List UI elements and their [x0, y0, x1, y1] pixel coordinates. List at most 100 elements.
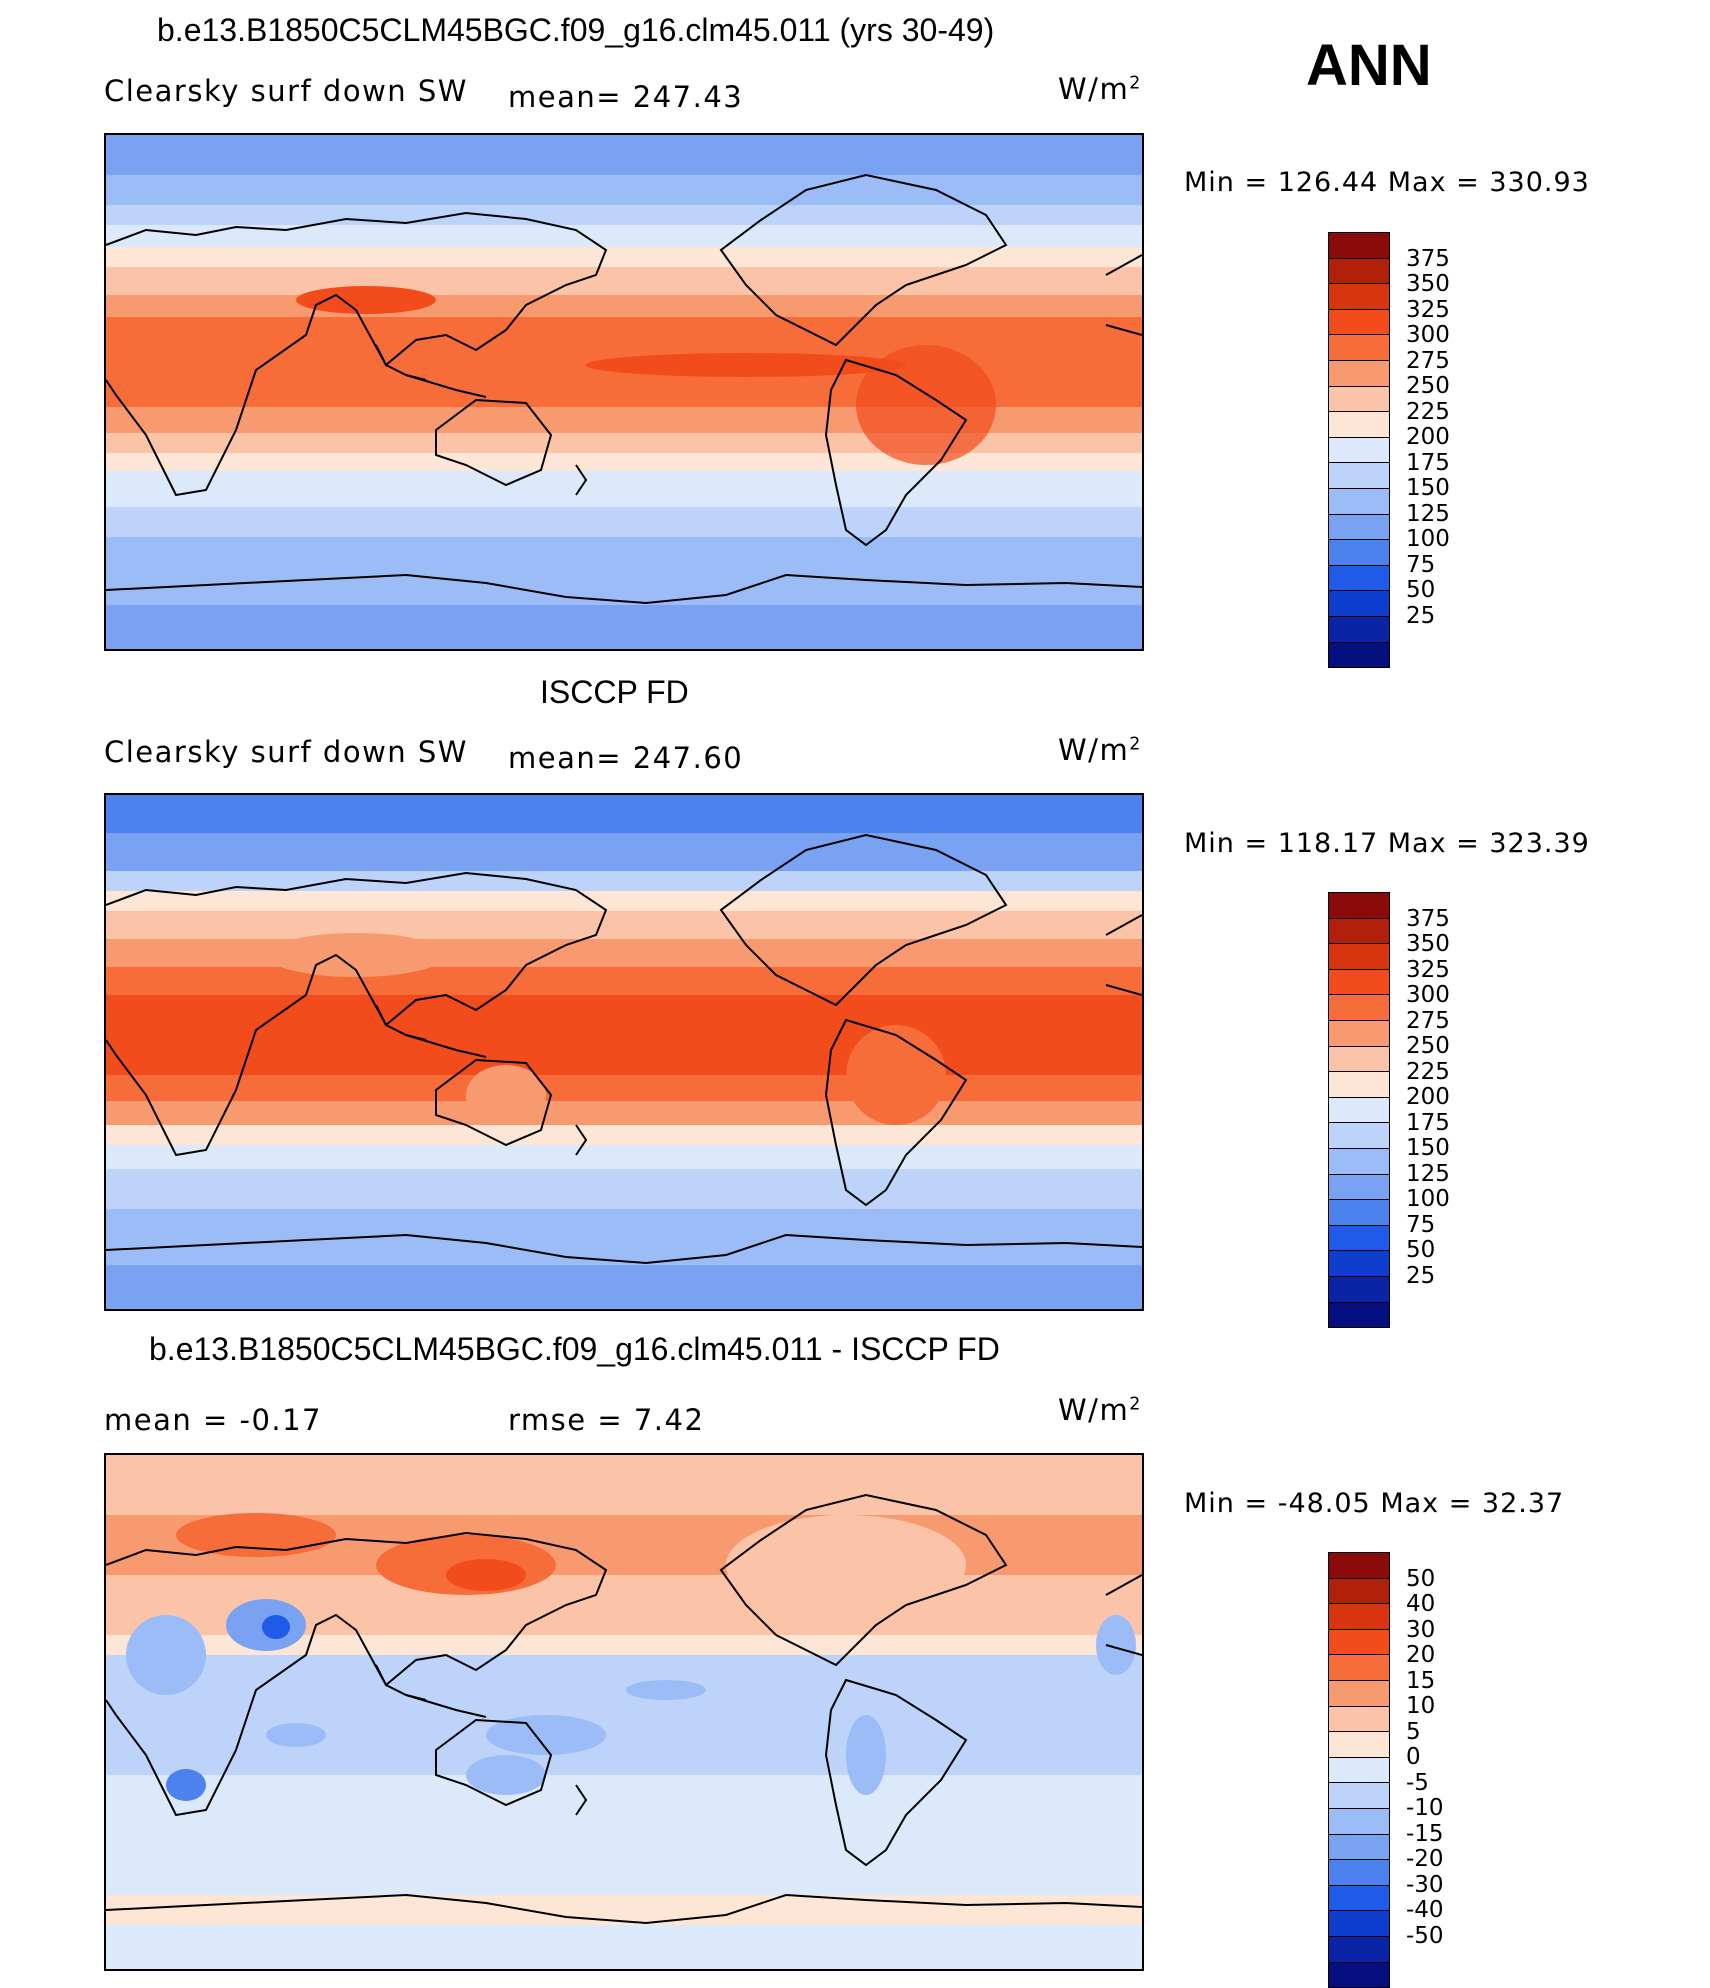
- colorbar-label: 25: [1406, 1263, 1435, 1289]
- colorbar-swatch: [1328, 1757, 1390, 1783]
- colorbar-label: 300: [1406, 982, 1450, 1008]
- colorbar-label: 175: [1406, 1110, 1450, 1136]
- colorbar-label: 200: [1406, 1084, 1450, 1110]
- colorbar-label: 250: [1406, 373, 1450, 399]
- colorbar-swatch: [1328, 1680, 1390, 1706]
- colorbar-swatch: [1328, 539, 1390, 565]
- panel1-title: b.e13.B1850C5CLM45BGC.f09_g16.clm45.011 …: [157, 12, 994, 49]
- colorbar-swatch: [1328, 1731, 1390, 1757]
- colorbar-swatch: [1328, 1276, 1390, 1302]
- colorbar-label: 75: [1406, 1212, 1435, 1238]
- colorbar-label: 40: [1406, 1591, 1435, 1617]
- panel1-map: [104, 133, 1144, 651]
- colorbar-label: 50: [1406, 1237, 1435, 1263]
- colorbar-swatch: [1328, 892, 1390, 918]
- colorbar-label: 275: [1406, 348, 1450, 374]
- panel3-title: b.e13.B1850C5CLM45BGC.f09_g16.clm45.011 …: [149, 1331, 1000, 1368]
- colorbar-label: -15: [1406, 1821, 1444, 1847]
- colorbar-swatch: [1328, 488, 1390, 514]
- colorbar-label: 375: [1406, 906, 1450, 932]
- panel3-rmse-label: rmse = 7.42: [508, 1403, 704, 1437]
- colorbar-label: 350: [1406, 931, 1450, 957]
- colorbar-swatch: [1328, 1834, 1390, 1860]
- colorbar-swatch: [1328, 334, 1390, 360]
- colorbar-swatch: [1328, 1071, 1390, 1097]
- panel2-colorbar: [1328, 892, 1390, 1328]
- colorbar-label: 150: [1406, 1135, 1450, 1161]
- colorbar-swatch: [1328, 258, 1390, 284]
- colorbar-label: 325: [1406, 297, 1450, 323]
- colorbar-swatch: [1328, 1174, 1390, 1200]
- colorbar-swatch: [1328, 1629, 1390, 1655]
- colorbar-swatch: [1328, 1148, 1390, 1174]
- colorbar-label: 250: [1406, 1033, 1450, 1059]
- colorbar-swatch: [1328, 360, 1390, 386]
- colorbar-label: -40: [1406, 1897, 1444, 1923]
- panel2-mean-label: mean= 247.60: [508, 741, 743, 775]
- colorbar-label: 20: [1406, 1642, 1435, 1668]
- colorbar-label: 25: [1406, 603, 1435, 629]
- colorbar-swatch: [1328, 1936, 1390, 1962]
- colorbar-swatch: [1328, 969, 1390, 995]
- panel1-variable-label: Clearsky surf down SW: [104, 74, 468, 108]
- colorbar-label: -50: [1406, 1923, 1444, 1949]
- colorbar-swatch: [1328, 1122, 1390, 1148]
- colorbar-swatch: [1328, 590, 1390, 616]
- panel2-minmax: Min = 118.17 Max = 323.39: [1184, 828, 1590, 859]
- colorbar-swatch: [1328, 1859, 1390, 1885]
- colorbar-label: 100: [1406, 526, 1450, 552]
- colorbar-swatch: [1328, 616, 1390, 642]
- colorbar-label: -10: [1406, 1795, 1444, 1821]
- colorbar-swatch: [1328, 1552, 1390, 1578]
- panel2-variable-label: Clearsky surf down SW: [104, 735, 468, 769]
- panel3-minmax: Min = -48.05 Max = 32.37: [1184, 1488, 1564, 1519]
- colorbar-swatch: [1328, 1578, 1390, 1604]
- colorbar-label: -30: [1406, 1872, 1444, 1898]
- colorbar-swatch: [1328, 1603, 1390, 1629]
- colorbar-label: -20: [1406, 1846, 1444, 1872]
- panel1-colorbar: [1328, 232, 1390, 668]
- colorbar-swatch: [1328, 411, 1390, 437]
- panel3-colorbar: [1328, 1552, 1390, 1988]
- panel2-units: W/m2: [1058, 733, 1142, 767]
- colorbar-swatch: [1328, 1706, 1390, 1732]
- colorbar-swatch: [1328, 1302, 1390, 1329]
- colorbar-swatch: [1328, 565, 1390, 591]
- colorbar-label: 125: [1406, 1161, 1450, 1187]
- colorbar-label: 150: [1406, 475, 1450, 501]
- panel1-minmax: Min = 126.44 Max = 330.93: [1184, 167, 1590, 198]
- panel3-mean-label: mean = -0.17: [104, 1403, 322, 1437]
- panel2-map: [104, 793, 1144, 1311]
- colorbar-swatch: [1328, 1808, 1390, 1834]
- colorbar-label: 175: [1406, 450, 1450, 476]
- colorbar-swatch: [1328, 1885, 1390, 1911]
- colorbar-label: 50: [1406, 1566, 1435, 1592]
- colorbar-swatch: [1328, 1020, 1390, 1046]
- colorbar-label: 100: [1406, 1186, 1450, 1212]
- colorbar-label: 350: [1406, 271, 1450, 297]
- colorbar-swatch: [1328, 1225, 1390, 1251]
- colorbar-swatch: [1328, 1199, 1390, 1225]
- colorbar-swatch: [1328, 943, 1390, 969]
- panel3-map: [104, 1453, 1144, 1971]
- colorbar-label: 300: [1406, 322, 1450, 348]
- colorbar-swatch: [1328, 994, 1390, 1020]
- colorbar-swatch: [1328, 1782, 1390, 1808]
- colorbar-swatch: [1328, 1046, 1390, 1072]
- colorbar-swatch: [1328, 1097, 1390, 1123]
- colorbar-swatch: [1328, 1962, 1390, 1988]
- colorbar-swatch: [1328, 309, 1390, 335]
- panel3-units: W/m2: [1058, 1393, 1142, 1427]
- colorbar-swatch: [1328, 1654, 1390, 1680]
- colorbar-label: 125: [1406, 501, 1450, 527]
- season-label: ANN: [1306, 32, 1432, 99]
- colorbar-label: 15: [1406, 1668, 1435, 1694]
- colorbar-label: 5: [1406, 1719, 1421, 1745]
- colorbar-label: 50: [1406, 577, 1435, 603]
- panel1-mean-label: mean= 247.43: [508, 80, 743, 114]
- colorbar-swatch: [1328, 1910, 1390, 1936]
- panel2-title: ISCCP FD: [540, 674, 689, 711]
- colorbar-label: -5: [1406, 1770, 1429, 1796]
- colorbar-label: 0: [1406, 1744, 1421, 1770]
- colorbar-label: 30: [1406, 1617, 1435, 1643]
